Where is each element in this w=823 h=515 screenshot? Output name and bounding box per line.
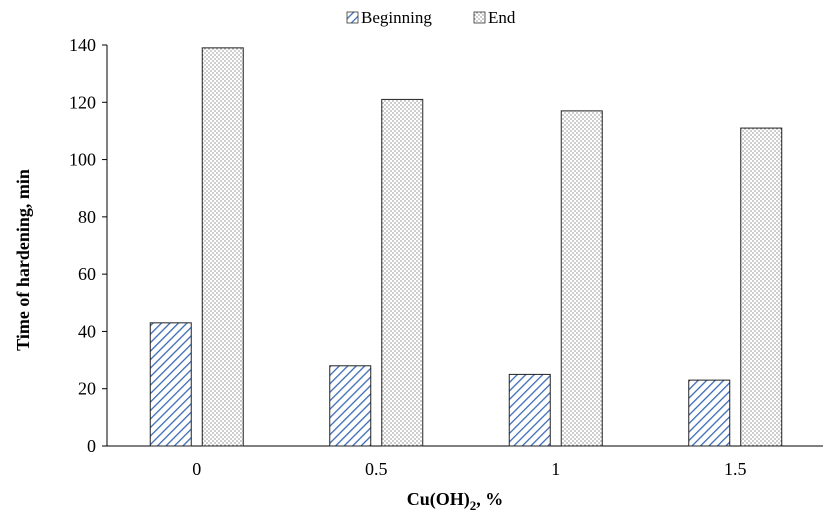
bar-beginning (688, 379, 731, 447)
y-tick-label: 40 (78, 321, 96, 341)
bar-end (740, 127, 783, 447)
x-axis-label: Cu(OH)2, % (407, 489, 504, 513)
bar-beginning (149, 322, 192, 447)
y-tick-label: 120 (69, 92, 96, 112)
y-tick-label: 100 (69, 150, 96, 170)
x-axis-label-subscript: 2 (470, 498, 477, 513)
bar-beginning (329, 365, 372, 447)
legend: Beginning End (346, 8, 516, 27)
legend-label-end: End (488, 8, 516, 27)
bar-end (201, 47, 244, 447)
x-tick-label: 1 (551, 459, 560, 479)
x-axis-label-tail: , % (476, 489, 503, 509)
x-tick-label: 1.5 (724, 459, 747, 479)
legend-swatch-end (473, 11, 486, 24)
y-tick-label: 60 (78, 264, 96, 284)
y-tick-label: 20 (78, 379, 96, 399)
x-tick-label: 0.5 (365, 459, 388, 479)
plot-area: 0 20 40 60 80 100 120 140 0 0.5 1 1.5 (69, 35, 823, 479)
y-tick-label: 0 (87, 436, 96, 456)
bar-end (381, 98, 424, 447)
bar-beginning (508, 373, 551, 447)
y-tick-label: 140 (69, 35, 96, 55)
legend-label-beginning: Beginning (361, 8, 432, 27)
legend-swatch-beginning (346, 11, 359, 24)
bar-end (560, 110, 603, 447)
y-tick-label: 80 (78, 207, 96, 227)
y-axis-label: Time of hardening, min (13, 169, 33, 351)
x-axis-label-main: Cu(OH) (407, 489, 470, 510)
x-tick-label: 0 (192, 459, 201, 479)
